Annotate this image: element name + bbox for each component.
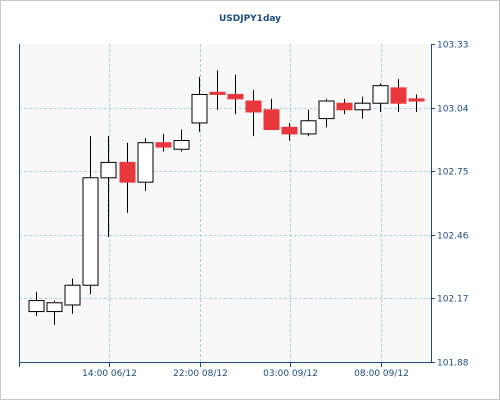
- y-tick-label: 102.75: [437, 168, 469, 178]
- y-tick-label: 101.88: [437, 359, 469, 369]
- candle-body-up: [46, 302, 63, 313]
- candle-body-up: [354, 102, 371, 111]
- candle-layer: [28, 70, 425, 325]
- candle-body-up: [82, 177, 99, 286]
- candle: [354, 96, 371, 119]
- candle-body-down: [390, 87, 407, 104]
- candle-body-up: [372, 85, 389, 104]
- chart-title: USDJPY1day: [219, 14, 281, 24]
- candle: [372, 83, 389, 112]
- candle: [408, 94, 425, 112]
- candle-body-down: [336, 102, 353, 111]
- x-tick-label: 22:00 08/12: [173, 369, 228, 379]
- y-tick-label: 103.33: [437, 41, 469, 51]
- candle: [82, 136, 99, 295]
- x-tick-label: 03:00 09/12: [263, 369, 318, 379]
- candle-body-down: [155, 142, 172, 148]
- axis-layer: [19, 44, 435, 367]
- y-tick-label: 102.46: [437, 232, 469, 242]
- y-tick-label: 103.04: [437, 105, 469, 115]
- candle: [336, 98, 353, 115]
- candle: [155, 133, 172, 152]
- x-tick-label: 08:00 09/12: [354, 369, 409, 379]
- candle-body-up: [300, 120, 317, 135]
- candle-body-down: [245, 100, 262, 113]
- candle-body-down: [209, 91, 226, 95]
- candle: [263, 98, 280, 131]
- candle: [227, 74, 244, 115]
- candle-body-down: [281, 126, 298, 135]
- plot-area: [19, 44, 431, 362]
- candle: [173, 129, 190, 152]
- candle-body-up: [318, 100, 335, 120]
- candle-body-down: [408, 98, 425, 102]
- label-layer: 103.33 103.04 102.75 102.46 102.17 101.88 14:0…: [82, 41, 469, 380]
- candle-body-up: [28, 300, 45, 313]
- candle-body-up: [191, 93, 208, 124]
- candle-body-up: [173, 139, 190, 150]
- candle: [119, 142, 136, 213]
- y-tick-label: 102.17: [437, 295, 469, 305]
- x-tick-label: 14:00 06/12: [82, 369, 137, 379]
- candle-body-down: [227, 93, 244, 100]
- candle: [28, 291, 45, 316]
- candle: [390, 79, 407, 112]
- candle: [209, 70, 226, 110]
- candle: [318, 98, 335, 128]
- candle-body-up: [100, 161, 117, 179]
- candle: [300, 109, 317, 137]
- candle: [46, 300, 63, 325]
- candle-body-up: [137, 142, 154, 183]
- candle: [100, 136, 117, 237]
- candle: [64, 278, 81, 314]
- candle: [191, 76, 208, 132]
- candle: [281, 122, 298, 141]
- candle-body-down: [119, 161, 136, 183]
- candle: [137, 138, 154, 191]
- candle-body-up: [64, 284, 81, 306]
- candle: [245, 90, 262, 137]
- candle-body-down: [263, 109, 280, 131]
